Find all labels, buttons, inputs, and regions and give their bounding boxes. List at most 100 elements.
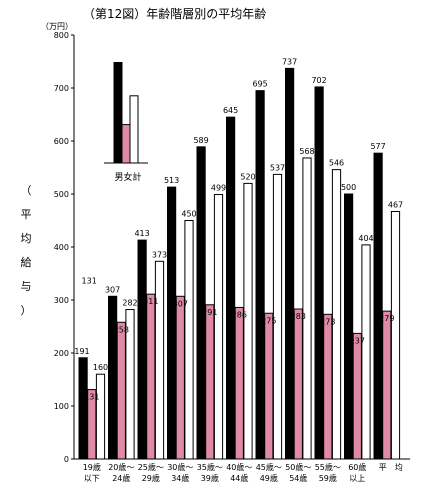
x-category-label: 以上 — [349, 474, 365, 483]
bar-male — [361, 244, 371, 460]
bar-male — [390, 210, 401, 460]
bar-male — [243, 182, 253, 460]
bars — [78, 67, 401, 460]
value-label: 307 — [173, 299, 188, 308]
value-label: 286 — [232, 310, 247, 319]
x-category-label: 39歳 — [201, 473, 219, 483]
value-label: 413 — [134, 229, 149, 238]
value-label: 520 — [240, 172, 255, 181]
y-tick-label: 700 — [54, 84, 69, 93]
y-tick-label: 600 — [54, 137, 69, 146]
x-category-label: 59歳 — [319, 473, 337, 483]
x-category-label: 24歳 — [112, 473, 130, 483]
y-tick-label: 100 — [54, 402, 69, 411]
value-label: 695 — [252, 80, 267, 89]
bar-total — [314, 86, 324, 460]
bar-total — [285, 67, 295, 460]
legend: 男女計 — [104, 62, 148, 183]
value-label: 282 — [122, 299, 137, 308]
x-category-label: 45歳～ — [256, 462, 282, 472]
y-tick-label: 200 — [54, 349, 69, 358]
bar-total — [255, 90, 265, 460]
bar-female — [293, 308, 303, 460]
bar-male — [154, 260, 165, 460]
value-label: 404 — [358, 234, 373, 243]
bar-total — [108, 295, 118, 460]
value-label: 500 — [341, 183, 356, 192]
bar-male — [125, 309, 135, 460]
y-tick-label: 400 — [54, 243, 69, 252]
chart-title: （第12図）年齢階層別の平均年齢 — [83, 6, 266, 21]
bar-female — [87, 389, 97, 460]
x-category-label: 44歳 — [230, 473, 248, 483]
bar-female — [323, 313, 333, 460]
bar-male — [331, 169, 342, 460]
value-label: 467 — [388, 200, 403, 209]
unit-label: （万円） — [41, 22, 73, 31]
bar-male — [95, 373, 106, 460]
legend-label: 男女計 — [114, 171, 141, 183]
x-category-label: 34歳 — [171, 473, 189, 483]
value-label: 737 — [282, 57, 297, 66]
x-category-label: 49歳 — [260, 473, 278, 483]
value-label: 513 — [164, 176, 179, 185]
bar-male — [213, 194, 224, 460]
value-labels: 191 131 160 307 258 282 413 311 373 513 307 450 589 2… — [74, 57, 403, 401]
y-axis-title-char: ） — [21, 304, 32, 317]
value-label: 279 — [379, 314, 394, 323]
value-label: 273 — [320, 317, 335, 326]
y-tick-label: 0 — [64, 455, 69, 464]
x-category-label: 50歳～ — [285, 462, 311, 472]
bar-female — [146, 293, 156, 460]
y-tick-label: 500 — [54, 190, 69, 199]
x-category-label: 平 均 — [379, 462, 403, 472]
value-label: 160 — [93, 363, 108, 372]
legend-bar-total — [113, 62, 123, 164]
bar-female — [116, 321, 126, 460]
value-label: 546 — [329, 159, 344, 168]
bar-total — [137, 239, 147, 460]
y-axis-title-char: 与 — [21, 280, 32, 293]
value-label: 499 — [211, 184, 226, 193]
value-label: 275 — [261, 316, 276, 325]
bar-total — [226, 116, 236, 460]
x-category-label: 29歳 — [142, 473, 160, 483]
value-label: 291 — [202, 308, 217, 317]
bar-male — [272, 173, 283, 460]
bar-female — [352, 332, 362, 460]
value-label-extra: 131 — [82, 277, 97, 286]
bar-male — [302, 157, 312, 460]
bar-total — [373, 152, 383, 460]
bar-female — [205, 304, 215, 460]
bar-total — [78, 357, 88, 460]
y-axis-title-char: （ — [21, 184, 32, 197]
value-label: 568 — [299, 147, 314, 156]
value-label: 307 — [105, 285, 120, 294]
value-label: 537 — [270, 163, 285, 172]
value-label: 589 — [193, 136, 208, 145]
y-axis-title-char: 平 — [21, 208, 32, 221]
x-category-label: 30歳～ — [167, 462, 193, 472]
bar-total — [167, 186, 177, 460]
y-axis-title-char: 給 — [21, 255, 32, 269]
value-label: 258 — [114, 325, 129, 334]
legend-bar-male — [129, 95, 139, 164]
x-category-label: 以下 — [84, 474, 100, 483]
x-category-label: 35歳～ — [197, 462, 223, 472]
x-category-label: 20歳～ — [108, 462, 134, 472]
value-label: 283 — [291, 312, 306, 321]
y-tick-label: 300 — [54, 296, 69, 305]
value-label: 702 — [311, 76, 326, 85]
bar-male — [184, 220, 194, 460]
y-tick-label: 800 — [54, 31, 69, 40]
x-category-label: 25歳～ — [138, 462, 164, 472]
bar-female — [264, 312, 274, 460]
bar-female — [175, 295, 185, 460]
value-label: 645 — [223, 106, 238, 115]
x-category-label: 55歳～ — [315, 462, 341, 472]
x-category-label: 60歳 — [348, 462, 366, 472]
bar-total — [196, 146, 206, 460]
